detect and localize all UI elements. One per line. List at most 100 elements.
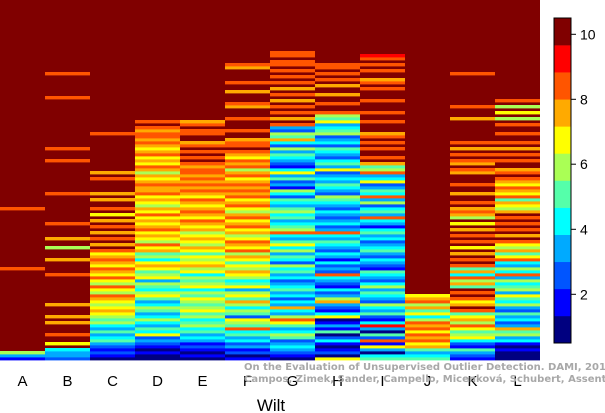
colorbar-band-5 [554,180,571,208]
heatmap-cell-F-12 [225,321,270,325]
heatmap-cell-G-9 [270,330,315,334]
heatmap-cell-E-44 [180,225,225,229]
heatmap-cell-G-21 [270,294,315,298]
heatmap-cell-K-48 [450,213,495,217]
heatmap-cell-L-3 [495,348,540,352]
heatmap-cell-I-17 [360,306,405,310]
heatmap-cell-B-2 [45,351,90,355]
heatmap-cell-H-6 [315,339,360,343]
heatmap-cell-L-25 [495,282,540,286]
heatmap-cell-H-31 [315,264,360,268]
x-tick-H: H [332,373,343,390]
heatmap-cell-D-9 [135,330,180,334]
heatmap-cell-I-100 [360,57,405,61]
heatmap-cell-F-40 [225,237,270,241]
heatmap-cell-F-92 [225,81,270,85]
heatmap-cell-L-66 [495,159,540,163]
heatmap-cell-K-25 [450,282,495,286]
heatmap-cell-K-24 [450,285,495,289]
heatmap-cell-D-16 [135,309,180,313]
heatmap-cell-H-11 [315,324,360,328]
heatmap-cell-K-66 [450,159,495,163]
heatmap-cell-H-5 [315,342,360,346]
heatmap-cell-E-2 [180,351,225,355]
heatmap-cell-F-21 [225,294,270,298]
heatmap-cell-K-0 [450,357,495,361]
heatmap-cell-C-32 [90,261,135,265]
heatmap-cell-L-60 [495,177,540,181]
heatmap-cell-E-75 [180,132,225,136]
heatmap-cell-F-58 [225,183,270,187]
heatmap-cell-G-52 [270,201,315,205]
heatmap-cell-G-41 [270,234,315,238]
heatmap-cell-I-43 [360,228,405,232]
heatmap-cell-C-75 [90,132,135,136]
heatmap-cell-D-18 [135,303,180,307]
heatmap-cell-E-32 [180,261,225,265]
heatmap-cell-K-33 [450,258,495,262]
heatmap-cell-G-36 [270,249,315,253]
heatmap-cell-L-0 [495,357,540,361]
heatmap-cell-F-1 [225,354,270,358]
heatmap-cell-L-58 [495,183,540,187]
heatmap-cell-D-31 [135,264,180,268]
heatmap-cell-K-84 [450,105,495,109]
heatmap-cell-L-22 [495,291,540,295]
heatmap-cell-I-59 [360,180,405,184]
heatmap-cell-H-29 [315,270,360,274]
heatmap-cell-F-18 [225,303,270,307]
heatmap-cell-F-62 [225,171,270,175]
heatmap-cell-H-80 [315,117,360,121]
heatmap-cell-E-62 [180,171,225,175]
heatmap-cell-D-28 [135,273,180,277]
heatmap-cell-G-55 [270,192,315,196]
heatmap-cell-I-19 [360,300,405,304]
heatmap-cell-F-6 [225,339,270,343]
heatmap-cell-K-45 [450,222,495,226]
heatmap-cell-G-65 [270,162,315,166]
heatmap-cell-E-38 [180,243,225,247]
heatmap-cell-C-42 [90,231,135,235]
heatmap-cell-H-7 [315,336,360,340]
heatmap-cell-I-64 [360,165,405,169]
heatmap-cell-G-38 [270,243,315,247]
heatmap-cell-L-35 [495,252,540,256]
heatmap-cell-H-26 [315,279,360,283]
heatmap-cell-L-50 [495,207,540,211]
heatmap-cell-K-5 [450,342,495,346]
heatmap-cell-J-1 [405,354,450,358]
heatmap-cell-D-69 [135,150,180,154]
heatmap-cell-F-7 [225,336,270,340]
heatmap-cell-F-15 [225,312,270,316]
heatmap-cell-L-43 [495,228,540,232]
heatmap-cell-D-21 [135,294,180,298]
heatmap-cell-I-34 [360,255,405,259]
heatmap-cell-I-24 [360,285,405,289]
heatmap-cell-I-57 [360,186,405,190]
heatmap-cell-G-68 [270,153,315,157]
heatmap-cell-B-3 [45,348,90,352]
heatmap-cell-I-101 [360,54,405,58]
heatmap-cell-I-10 [360,327,405,331]
heatmap-cell-C-18 [90,303,135,307]
heatmap-cell-H-37 [315,246,360,250]
heatmap-cell-I-35 [360,252,405,256]
heatmap-cell-I-82 [360,111,405,115]
heatmap-cell-I-8 [360,333,405,337]
heatmap-cell-E-28 [180,273,225,277]
heatmap-cell-E-5 [180,342,225,346]
heatmap-cell-G-86 [270,99,315,103]
heatmap-cell-K-70 [450,147,495,151]
heatmap-cell-C-0 [90,357,135,361]
heatmap-cell-E-67 [180,156,225,160]
heatmap-cell-G-64 [270,165,315,169]
heatmap-cell-I-41 [360,234,405,238]
heatmap-cell-K-27 [450,276,495,280]
heatmap-cell-F-56 [225,189,270,193]
heatmap-cell-D-59 [135,180,180,184]
x-tick-L: L [513,373,521,390]
heatmap-cell-I-20 [360,297,405,301]
heatmap-cell-C-8 [90,333,135,337]
heatmap-cell-H-72 [315,141,360,145]
heatmap-cell-L-53 [495,198,540,202]
